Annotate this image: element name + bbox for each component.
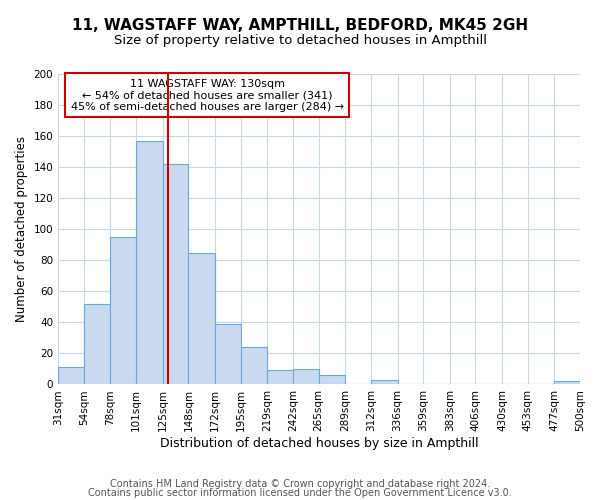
Bar xyxy=(188,252,215,384)
Text: 11 WAGSTAFF WAY: 130sqm
← 54% of detached houses are smaller (341)
45% of semi-d: 11 WAGSTAFF WAY: 130sqm ← 54% of detache… xyxy=(71,78,344,112)
Bar xyxy=(136,140,163,384)
Bar xyxy=(84,304,110,384)
Text: Contains public sector information licensed under the Open Government Licence v3: Contains public sector information licen… xyxy=(88,488,512,498)
Y-axis label: Number of detached properties: Number of detached properties xyxy=(15,136,28,322)
Bar xyxy=(319,375,345,384)
Bar xyxy=(215,324,241,384)
Bar xyxy=(58,368,84,384)
Text: Size of property relative to detached houses in Ampthill: Size of property relative to detached ho… xyxy=(113,34,487,47)
Text: Contains HM Land Registry data © Crown copyright and database right 2024.: Contains HM Land Registry data © Crown c… xyxy=(110,479,490,489)
Bar xyxy=(293,369,319,384)
X-axis label: Distribution of detached houses by size in Ampthill: Distribution of detached houses by size … xyxy=(160,437,478,450)
Bar xyxy=(554,382,580,384)
Text: 11, WAGSTAFF WAY, AMPTHILL, BEDFORD, MK45 2GH: 11, WAGSTAFF WAY, AMPTHILL, BEDFORD, MK4… xyxy=(72,18,528,32)
Bar xyxy=(241,347,268,385)
Bar xyxy=(110,237,136,384)
Bar xyxy=(371,380,398,384)
Bar xyxy=(268,370,293,384)
Bar xyxy=(163,164,188,384)
